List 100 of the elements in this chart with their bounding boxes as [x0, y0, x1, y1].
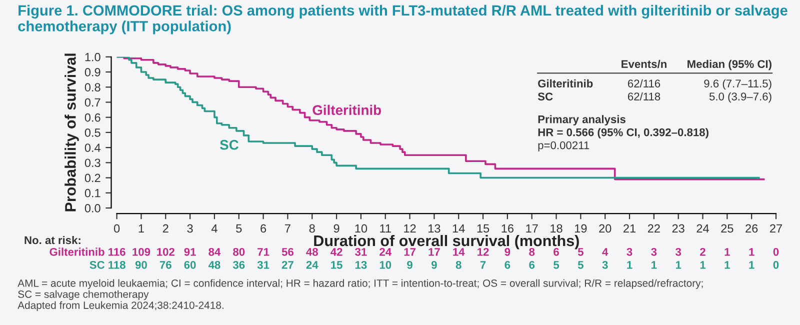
- text: 56: [282, 248, 294, 256]
- y-tick-label: 0.4: [84, 144, 100, 152]
- text: 42: [330, 248, 342, 256]
- text: SC = salvage chemotherapy: [18, 290, 149, 300]
- text: 36: [232, 260, 245, 269]
- series-label: SC: [220, 140, 238, 150]
- text: 48: [306, 248, 318, 256]
- x-tick-label: 8: [309, 224, 315, 233]
- text: 1: [652, 261, 657, 269]
- text: AML = acute myeloid leukaemia; CI = confidence interval; HR = hazard ratio; ITT = intention-to-treat; OS = overall survival; R/R = relapsed/refractory;: [18, 279, 703, 289]
- annotation: p=0.00211: [538, 141, 590, 152]
- x-tick-label: 23: [672, 224, 684, 233]
- text: 2: [700, 248, 706, 256]
- text: SC: [90, 260, 104, 269]
- text: 31: [355, 248, 367, 256]
- text: 17: [404, 248, 416, 256]
- text: 5: [578, 248, 584, 256]
- annotation: Primary analysis: [538, 115, 626, 126]
- text: 14: [453, 248, 465, 256]
- text: 24: [380, 248, 392, 256]
- text: 1: [676, 261, 682, 269]
- text: 118: [108, 260, 126, 269]
- annotation: Events/n: [622, 60, 666, 68]
- annotation: HR = 0.566 (95% CI, 0.392–0.818): [538, 128, 708, 138]
- chart-title: Figure 1. COMMODORE trial: OS among patients with FLT3-mutated R/R AML treated with gilteritinib or salvage chemotherapy (ITT population): [18, 4, 788, 34]
- text: 1: [700, 261, 706, 269]
- text: 1: [749, 248, 754, 256]
- y-tick-label: 0.5: [84, 128, 100, 137]
- text: 6: [529, 260, 535, 269]
- text: Adapted from Leukemia 2024;38:2410-2418.: [18, 301, 224, 312]
- x-tick-label: 15: [477, 224, 490, 233]
- y-tick-label: 0.2: [84, 174, 100, 182]
- text: 109: [132, 248, 150, 256]
- text: 6: [504, 260, 510, 269]
- annotation: Median (95% CI): [688, 60, 772, 70]
- text: 8: [529, 248, 535, 256]
- x-tick-label: 5: [236, 224, 242, 233]
- x-tick-label: 25: [721, 224, 734, 233]
- annotation: 62/116: [628, 79, 660, 88]
- x-tick-label: 16: [502, 224, 514, 233]
- text: 10: [380, 260, 392, 269]
- text: 3: [676, 248, 682, 256]
- text: No. at risk:: [24, 236, 80, 244]
- text: 1: [724, 248, 730, 256]
- text: 24: [306, 260, 318, 269]
- text: 27: [282, 260, 294, 269]
- text: 0: [773, 248, 779, 256]
- text: 5: [578, 261, 584, 269]
- x-tick-label: 20: [599, 224, 612, 233]
- text: 3: [651, 248, 657, 256]
- x-tick-label: 26: [746, 224, 758, 233]
- x-tick-label: 24: [696, 224, 709, 233]
- text: 15: [331, 261, 342, 269]
- x-tick-label: 22: [648, 224, 660, 233]
- y-axis-title: Probability of survival: [64, 54, 79, 212]
- text: 102: [157, 248, 174, 256]
- text: 90: [135, 260, 147, 269]
- x-tick-label: 10: [355, 224, 368, 233]
- x-tick-label: 0: [114, 224, 120, 233]
- text: 5: [554, 261, 560, 269]
- x-tick-label: 18: [550, 224, 562, 233]
- text: 6: [554, 248, 559, 256]
- annotation: Gilteritinib: [538, 79, 593, 88]
- x-tick-label: 12: [404, 224, 416, 233]
- x-tick-label: 19: [575, 224, 587, 233]
- text: 3: [626, 248, 632, 256]
- y-tick-label: 0.7: [84, 98, 100, 107]
- y-tick-label: 0.8: [84, 83, 100, 92]
- y-tick-label: 0.6: [84, 113, 100, 122]
- x-tick-label: 3: [187, 224, 193, 233]
- x-tick-label: 27: [770, 224, 782, 233]
- text: Gilteritinib: [50, 248, 104, 256]
- annotation: 62/118: [628, 92, 660, 100]
- text: 9: [431, 260, 437, 269]
- text: 76: [160, 260, 172, 269]
- annotation: 5.0 (3.9–7.6): [709, 92, 772, 103]
- series-label: Gilteritinib: [312, 104, 381, 116]
- x-tick-label: 4: [211, 224, 218, 233]
- text: 1: [749, 261, 754, 269]
- x-tick-label: 17: [526, 224, 538, 233]
- text: 13: [355, 260, 367, 269]
- text: 80: [233, 248, 245, 256]
- text: 84: [208, 248, 221, 256]
- x-tick-label: 13: [428, 224, 440, 233]
- text: 116: [108, 248, 126, 256]
- y-tick-label: 0.3: [84, 158, 100, 168]
- annotation: 9.6 (7.7–11.5): [704, 79, 772, 90]
- x-tick-label: 21: [624, 224, 636, 233]
- y-tick-label: 0.9: [84, 68, 100, 76]
- text: 9: [407, 260, 412, 269]
- x-tick-label: 6: [260, 224, 266, 233]
- text: 12: [478, 248, 489, 256]
- text: 91: [184, 248, 196, 256]
- y-tick-label: 0.0: [84, 204, 100, 212]
- text: 0: [773, 260, 779, 269]
- x-axis-title: Duration of overall survival (months): [314, 234, 579, 250]
- text: 31: [257, 260, 270, 269]
- text: 7: [480, 261, 486, 269]
- text: 48: [208, 260, 220, 269]
- text: 9: [504, 248, 510, 256]
